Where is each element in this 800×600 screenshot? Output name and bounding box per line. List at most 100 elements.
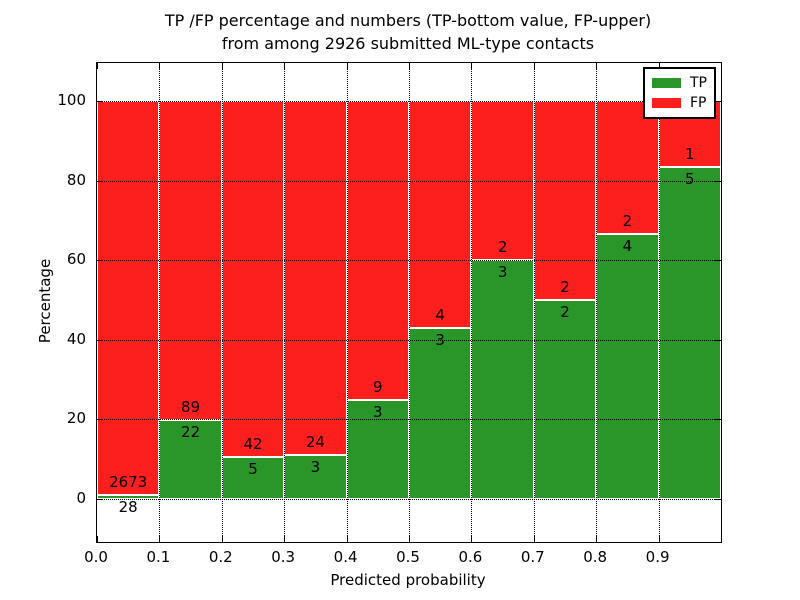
bar-fp-count-label: 4 xyxy=(435,306,445,325)
bar-tp-count-label: 3 xyxy=(497,263,508,282)
v-gridline xyxy=(533,63,535,542)
bar-fp-count-label: 24 xyxy=(305,432,325,451)
legend-tp-label: TP xyxy=(690,75,707,91)
bar-tp-count-label: 5 xyxy=(248,459,258,478)
y-axis-tick-right xyxy=(715,339,721,341)
v-gridline xyxy=(471,63,473,542)
y-axis-tick xyxy=(97,260,103,262)
bar-tp-segment xyxy=(284,454,347,499)
bar-tp-count-label: 22 xyxy=(181,423,201,442)
y-axis-tick-right xyxy=(715,419,721,421)
x-axis-tick xyxy=(533,536,535,542)
bars-layer xyxy=(97,63,721,542)
bar-fp-count-label: 2 xyxy=(560,278,570,296)
x-tick-label: 0.0 xyxy=(84,548,108,566)
bar-tp-count-label: 3 xyxy=(310,457,321,476)
plot-area: 2673 28 89 22 42 5 24 3 9 3 4 3 2 3 2 2 2 4 1 5 TP FP xyxy=(96,62,722,543)
v-gridline xyxy=(159,63,161,542)
x-axis-tick xyxy=(97,536,98,542)
y-axis-tick xyxy=(97,499,103,500)
v-gridline xyxy=(346,63,348,542)
x-tick-label: 0.6 xyxy=(458,548,483,566)
x-tick-label: 0.3 xyxy=(271,548,296,566)
bar-tp-count-label: 2 xyxy=(560,303,570,321)
x-axis-tick-top xyxy=(159,63,161,69)
y-tick-label: 60 xyxy=(66,250,86,269)
legend-tp-swatch xyxy=(652,78,681,88)
bar-fp-count-label: 1 xyxy=(685,145,695,164)
x-axis-tick xyxy=(658,536,660,542)
bar-tp-count-label: 5 xyxy=(685,170,695,189)
bar-fp-segment xyxy=(284,101,347,455)
bar-fp-segment xyxy=(221,101,285,457)
x-tick-label: 0.5 xyxy=(396,548,420,566)
bar-tp-segment xyxy=(533,300,597,499)
legend-fp-swatch xyxy=(652,98,681,108)
chart-title: TP /FP percentage and numbers (TP-bottom… xyxy=(96,9,720,55)
y-axis-tick-right xyxy=(715,180,721,182)
chart-title-line-1: TP /FP percentage and numbers (TP-bottom… xyxy=(164,11,652,30)
bar-fp-segment xyxy=(596,101,659,234)
y-axis-tick xyxy=(97,101,103,102)
bar-tp-count-label: 3 xyxy=(435,331,445,350)
y-axis-tick xyxy=(97,339,103,341)
bar-fp-count-label: 2673 xyxy=(109,472,148,491)
bar-fp-segment xyxy=(533,101,597,300)
x-axis-tick-top xyxy=(658,63,660,69)
bar-fp-count-label: 9 xyxy=(373,377,383,396)
bar-fp-count-label: 89 xyxy=(181,398,201,417)
x-tick-label: 0.4 xyxy=(333,548,358,566)
y-axis-tick xyxy=(97,419,103,421)
bar-tp-segment xyxy=(471,260,534,499)
y-tick-label: 100 xyxy=(57,91,86,109)
bar-fp-segment xyxy=(346,101,409,400)
v-gridline xyxy=(409,63,410,542)
x-axis-tick-top xyxy=(97,63,98,69)
y-tick-label: 20 xyxy=(66,409,86,428)
bar-tp-segment xyxy=(658,167,721,499)
x-tick-label: 0.7 xyxy=(520,548,545,566)
bar-labels-layer: 2673 28 89 22 42 5 24 3 9 3 4 3 2 3 2 2 2 4 1 5 xyxy=(97,63,721,542)
x-axis-tick-top xyxy=(284,63,286,69)
bar-tp-count-label: 28 xyxy=(118,497,138,516)
x-axis-tick-top xyxy=(409,63,410,69)
x-tick-label: 0.1 xyxy=(146,548,171,566)
y-axis-tick-right xyxy=(715,260,721,262)
x-axis-tick-top xyxy=(221,63,223,69)
bar-fp-count-label: 42 xyxy=(243,434,263,453)
x-tick-label: 0.2 xyxy=(208,548,233,566)
bar-fp-count-label: 2 xyxy=(497,238,508,257)
chart-title-line-2: from among 2926 submitted ML-type contac… xyxy=(221,34,595,53)
x-axis-tick xyxy=(346,536,348,542)
bar-tp-segment xyxy=(596,233,659,499)
bar-fp-segment xyxy=(97,101,160,495)
bar-tp-count-label: 4 xyxy=(622,236,633,255)
x-axis-tick-top xyxy=(346,63,348,69)
legend-fp-label: FP xyxy=(690,95,707,111)
axis-ticks-layer xyxy=(97,63,721,542)
y-tick-label: 80 xyxy=(66,170,86,189)
bar-fp-count-label: 2 xyxy=(622,211,633,230)
legend-row-tp: TP xyxy=(652,73,707,93)
x-axis-tick xyxy=(596,536,598,542)
x-axis-tick-top xyxy=(596,63,598,69)
x-axis-tick xyxy=(159,536,161,542)
v-gridline xyxy=(658,63,660,542)
v-gridline xyxy=(596,63,598,542)
y-axis-tick-right xyxy=(715,499,721,500)
y-tick-label: 0 xyxy=(76,489,86,507)
x-tick-label: 0.9 xyxy=(645,548,670,566)
x-axis-tick xyxy=(409,536,410,542)
y-axis-tick xyxy=(97,180,103,182)
v-gridline xyxy=(284,63,286,542)
x-axis-tick-top xyxy=(471,63,473,69)
x-axis-tick xyxy=(284,536,286,542)
legend-row-fp: FP xyxy=(652,93,707,113)
bar-tp-segment xyxy=(159,420,222,499)
bar-tp-segment xyxy=(346,399,409,499)
x-tick-label: 0.8 xyxy=(583,548,608,566)
bar-tp-count-label: 3 xyxy=(373,402,383,421)
gridlines-layer xyxy=(97,63,721,542)
x-axis-tick-top xyxy=(533,63,535,69)
